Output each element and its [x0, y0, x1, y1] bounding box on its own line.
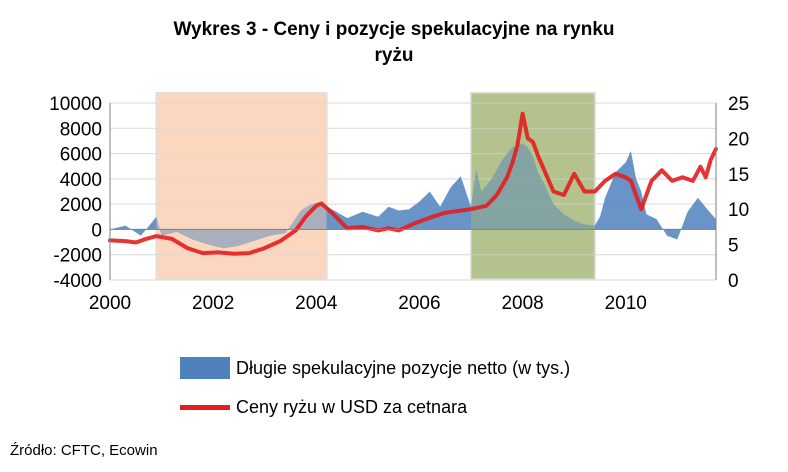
y-right-tick-label-3: 10: [728, 200, 749, 221]
y-right-tick-label-1: 20: [728, 129, 749, 150]
y-right-tick-label-0: 25: [728, 94, 749, 115]
legend-item-price: Ceny ryżu w USD za cetnara: [180, 395, 467, 419]
y-right-tick-label-4: 5: [728, 236, 739, 257]
y-left-tick-label-6: -2000: [53, 246, 102, 267]
shaded-period-overlay-1: [471, 93, 595, 279]
chart-title-line-2: ryżu: [374, 45, 414, 66]
chart-title-line-1: Wykres 3 - Ceny i pozycje spekulacyjne n…: [173, 19, 615, 40]
y-right-tick-label-2: 15: [728, 165, 749, 186]
source-note: Źródło: CFTC, Ecowin: [10, 442, 158, 459]
series-area-positions: [110, 143, 716, 249]
y-left-tick-label-0: 10000: [49, 94, 102, 115]
legend-item-positions: Długie spekulacyjne pozycje netto (w tys…: [180, 356, 570, 380]
series-line-price: [108, 111, 718, 256]
legend-swatch-positions: [180, 357, 230, 379]
x-tick-label-3: 2006: [398, 293, 440, 314]
x-tick-label-4: 2008: [501, 293, 543, 314]
y-left-tick-label-4: 2000: [60, 195, 102, 216]
x-tick-label-5: 2010: [605, 293, 647, 314]
legend-label-price: Ceny ryżu w USD za cetnara: [236, 396, 468, 417]
y-left-tick-label-1: 8000: [60, 119, 102, 140]
y-left-tick-label-3: 4000: [60, 170, 102, 191]
y-right-tick-label-5: 0: [728, 271, 739, 292]
x-tick-label-2: 2004: [295, 293, 338, 314]
y-left-tick-label-7: -4000: [53, 271, 102, 292]
y-left-tick-label-2: 6000: [60, 145, 102, 166]
x-tick-label-0: 2000: [89, 293, 131, 314]
y-left-tick-label-5: 0: [91, 220, 102, 241]
legend-swatch-price: [180, 404, 230, 410]
legend-label-positions: Długie spekulacyjne pozycje netto (w tys…: [236, 357, 571, 378]
x-tick-label-1: 2002: [192, 293, 234, 314]
shaded-period-overlay-0: [156, 93, 327, 279]
